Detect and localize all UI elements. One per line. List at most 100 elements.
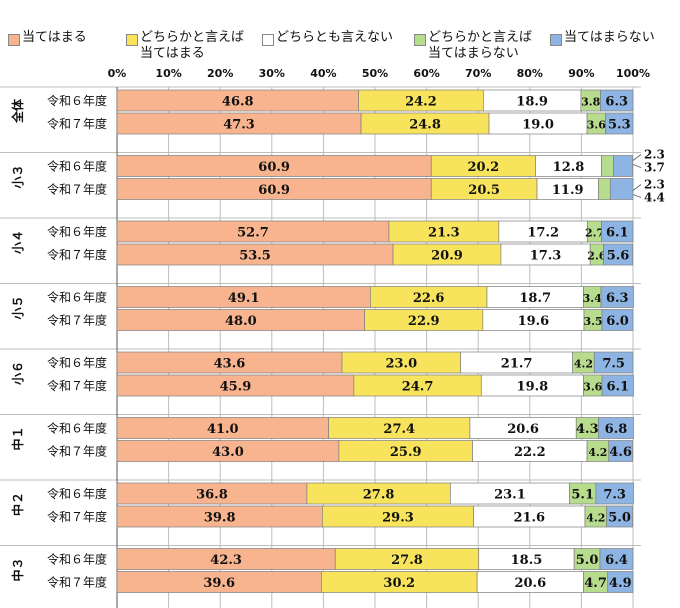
group-label: 中１ (10, 426, 25, 450)
bar-segment (598, 417, 634, 439)
data-label: 60.9 (258, 183, 290, 198)
legend-item-dochiratomo: どちらとも言えない (262, 30, 393, 46)
data-label: 41.0 (207, 422, 239, 437)
data-label: 43.0 (212, 445, 244, 460)
data-label: 4.2 (588, 446, 607, 459)
data-label: 42.3 (210, 553, 242, 568)
data-label: 6.8 (605, 422, 628, 437)
data-label: 5.1 (571, 488, 594, 503)
row-label: 令和６年度 (47, 355, 107, 370)
legend-item-dochiraka-atehamaranai: どちらかと言えば 当てはまらない (414, 30, 532, 62)
data-label: 60.9 (258, 160, 290, 175)
legend-label: 当てはまらない (564, 30, 655, 45)
data-label: 20.6 (514, 576, 546, 591)
data-label: 25.9 (390, 445, 422, 460)
group-label: 小６ (10, 361, 25, 385)
bar-segment (613, 155, 633, 177)
group-label: 小４ (10, 230, 25, 254)
data-label: 3.6 (587, 119, 606, 132)
data-label: 4.2 (574, 358, 593, 371)
data-label: 7.3 (603, 488, 626, 503)
data-label: 21.6 (513, 511, 545, 526)
bar-segment (603, 243, 633, 266)
data-label: 4.3 (576, 422, 599, 437)
data-label: 39.6 (203, 576, 235, 591)
data-label: 12.8 (553, 160, 585, 175)
bar-segment (598, 178, 611, 200)
bar-segment (606, 505, 633, 528)
data-label: 46.8 (222, 95, 254, 110)
bar-segment (601, 309, 634, 331)
callout-leader (632, 194, 642, 198)
data-label: 6.0 (606, 314, 629, 329)
data-label: 20.9 (431, 249, 463, 264)
data-label: 4.7 (584, 576, 607, 591)
data-label: 18.7 (519, 291, 551, 306)
legend-swatch (550, 34, 562, 46)
chart-legend: 当てはまる どちらかと言えば 当てはまる どちらとも言えない どちらかと言えば … (8, 30, 680, 70)
data-label: 45.9 (220, 380, 252, 395)
group-label: 全体 (10, 98, 25, 124)
data-label: 24.8 (409, 118, 441, 133)
legend-item-atehamaranai: 当てはまらない (550, 30, 655, 46)
x-tick-label: 20% (207, 67, 233, 80)
data-label: 6.3 (606, 291, 629, 306)
data-label: 48.0 (225, 314, 257, 329)
data-label: 23.0 (385, 357, 417, 372)
callout-label: 2.3 (644, 178, 665, 192)
row-label: 令和６年度 (47, 421, 107, 436)
x-tick-label: 40% (310, 67, 336, 80)
data-label: 53.5 (239, 249, 271, 264)
data-label: 19.8 (517, 380, 549, 395)
row-label: 令和７年度 (47, 313, 107, 328)
x-tick-label: 10% (155, 67, 181, 80)
callout-label: 4.4 (644, 191, 665, 205)
data-label: 27.8 (363, 488, 395, 503)
bar-segment (601, 155, 614, 177)
bar-segment (601, 220, 634, 243)
x-tick-label: 100% (616, 67, 650, 80)
group-label: 中３ (10, 557, 25, 581)
data-label: 5.0 (576, 553, 599, 568)
bar-segment (600, 89, 634, 112)
data-label: 23.1 (494, 488, 526, 503)
group-label: 小３ (10, 164, 25, 188)
legend-item-dochiraka-atehamaru: どちらかと言えば 当てはまる (126, 30, 244, 62)
bar-segment (609, 178, 634, 200)
data-label: 17.3 (530, 249, 562, 264)
data-label: 6.4 (605, 553, 628, 568)
x-tick-label: 60% (413, 67, 439, 80)
row-label: 令和６年度 (47, 224, 107, 239)
data-label: 20.5 (468, 183, 500, 198)
row-label: 令和７年度 (47, 247, 107, 262)
bar-segment (599, 548, 634, 570)
row-label: 令和６年度 (47, 159, 107, 174)
x-tick-label: 50% (362, 67, 388, 80)
data-label: 20.6 (507, 422, 539, 437)
data-label: 18.5 (511, 553, 543, 568)
bar-segment (593, 351, 634, 374)
bar-segment (605, 112, 634, 135)
data-label: 22.2 (514, 445, 546, 460)
row-label: 令和７年度 (47, 378, 107, 393)
data-label: 11.9 (552, 183, 584, 198)
data-label: 29.3 (382, 511, 414, 526)
data-label: 3.4 (583, 292, 602, 305)
data-label: 47.3 (223, 118, 255, 133)
legend-swatch (262, 34, 274, 46)
bar-segment (608, 440, 633, 462)
x-tick-label: 90% (568, 67, 594, 80)
bar-segment (595, 482, 634, 505)
x-tick-label: 70% (465, 67, 491, 80)
data-label: 39.8 (204, 511, 236, 526)
legend-swatch (8, 34, 20, 46)
data-label: 2.6 (587, 250, 606, 263)
row-label: 令和７年度 (47, 575, 107, 590)
data-label: 52.7 (237, 226, 269, 241)
data-label: 6.1 (606, 380, 629, 395)
row-label: 令和６年度 (47, 486, 107, 501)
data-label: 24.7 (402, 380, 434, 395)
legend-label: どちらかと言えば 当てはまる (140, 30, 245, 61)
data-label: 27.4 (383, 422, 415, 437)
data-label: 6.3 (605, 95, 628, 110)
